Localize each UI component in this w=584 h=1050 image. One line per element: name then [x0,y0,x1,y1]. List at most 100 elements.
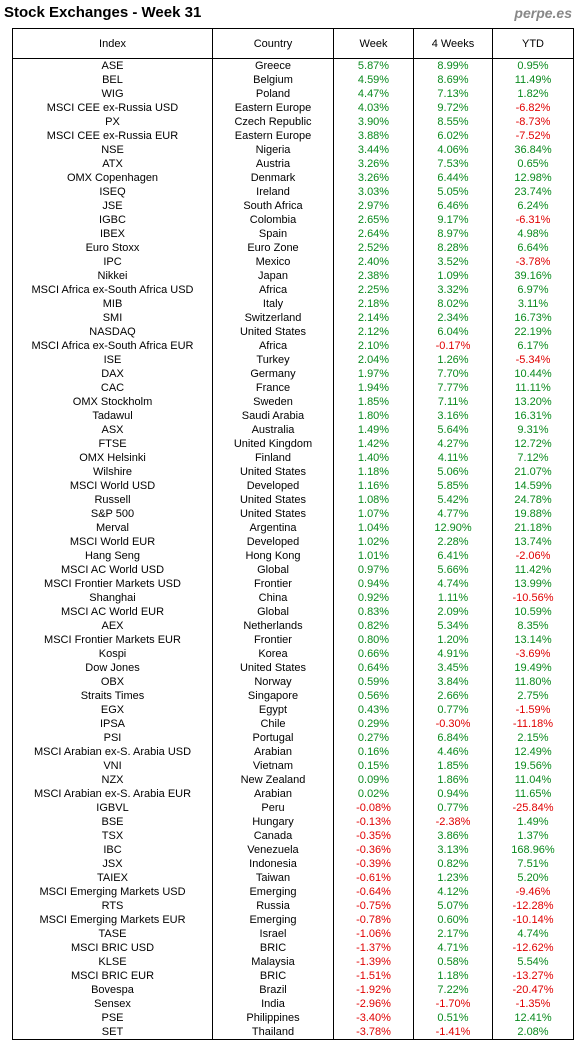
value-cell: 5.05% [413,185,493,199]
table-row: MSCI Emerging Markets USD Emerging -0.64% 4… [12,885,574,899]
text-cell: Global [212,605,334,619]
value-cell: 4.74% [413,577,493,591]
table-row: MSCI World EUR Developed 1.02% 2.28% 13.74% [12,535,574,549]
table-row: JSE South Africa 2.97% 6.46% 6.24% [12,199,574,213]
value-cell: 5.64% [413,423,493,437]
value-cell: 8.55% [413,115,493,129]
text-cell: Philippines [212,1011,334,1025]
table-row: MSCI Africa ex-South Africa EUR Africa 2.1… [12,339,574,353]
text-cell: New Zealand [212,773,334,787]
text-cell: MSCI CEE ex-Russia USD [12,101,213,115]
text-cell: Sensex [12,997,213,1011]
value-cell: 1.09% [413,269,493,283]
value-cell: 3.88% [333,129,414,143]
text-cell: Saudi Arabia [212,409,334,423]
value-cell: 6.97% [492,283,574,297]
value-cell: -1.35% [492,997,574,1011]
table-row: Nikkei Japan 2.38% 1.09% 39.16% [12,269,574,283]
table-row: ISE Turkey 2.04% 1.26% -5.34% [12,353,574,367]
text-cell: BRIC [212,969,334,983]
table-row: IGBVL Peru -0.08% 0.77% -25.84% [12,801,574,815]
value-cell: -1.39% [333,955,414,969]
text-cell: Straits Times [12,689,213,703]
value-cell: -1.92% [333,983,414,997]
value-cell: 12.41% [492,1011,574,1025]
text-cell: OMX Copenhagen [12,171,213,185]
value-cell: 8.28% [413,241,493,255]
value-cell: 1.42% [333,437,414,451]
table-row: WIG Poland 4.47% 7.13% 1.82% [12,87,574,101]
table-row: CAC France 1.94% 7.77% 11.11% [12,381,574,395]
table-row: MSCI AC World USD Global 0.97% 5.66% 11.42% [12,563,574,577]
text-cell: SET [12,1025,213,1040]
text-cell: Korea [212,647,334,661]
text-cell: WIG [12,87,213,101]
value-cell: 2.17% [413,927,493,941]
value-cell: 2.40% [333,255,414,269]
column-header: Index [12,28,213,59]
value-cell: 3.26% [333,157,414,171]
text-cell: United States [212,325,334,339]
value-cell: 168.96% [492,843,574,857]
value-cell: 39.16% [492,269,574,283]
value-cell: 3.86% [413,829,493,843]
value-cell: 1.49% [492,815,574,829]
value-cell: 6.44% [413,171,493,185]
text-cell: MSCI World USD [12,479,213,493]
value-cell: 23.74% [492,185,574,199]
value-cell: 4.06% [413,143,493,157]
value-cell: 1.02% [333,535,414,549]
text-cell: Emerging [212,913,334,927]
table-row: Sensex India -2.96% -1.70% -1.35% [12,997,574,1011]
text-cell: Ireland [212,185,334,199]
value-cell: 13.74% [492,535,574,549]
text-cell: EGX [12,703,213,717]
value-cell: 19.49% [492,661,574,675]
text-cell: Emerging [212,885,334,899]
value-cell: 11.65% [492,787,574,801]
value-cell: 8.69% [413,73,493,87]
table-row: PSI Portugal 0.27% 6.84% 2.15% [12,731,574,745]
table-row: SMI Switzerland 2.14% 2.34% 16.73% [12,311,574,325]
text-cell: TAIEX [12,871,213,885]
value-cell: 2.08% [492,1025,574,1040]
text-cell: Euro Zone [212,241,334,255]
text-cell: PSE [12,1011,213,1025]
value-cell: 10.59% [492,605,574,619]
value-cell: 4.77% [413,507,493,521]
table-row: TASE Israel -1.06% 2.17% 4.74% [12,927,574,941]
value-cell: -0.75% [333,899,414,913]
value-cell: 0.15% [333,759,414,773]
value-cell: 13.20% [492,395,574,409]
value-cell: 9.72% [413,101,493,115]
table-row: MSCI Emerging Markets EUR Emerging -0.78% 0… [12,913,574,927]
value-cell: 3.11% [492,297,574,311]
text-cell: MSCI BRIC USD [12,941,213,955]
value-cell: -3.40% [333,1011,414,1025]
value-cell: 4.59% [333,73,414,87]
value-cell: 6.64% [492,241,574,255]
value-cell: 4.98% [492,227,574,241]
table-row: ISEQ Ireland 3.03% 5.05% 23.74% [12,185,574,199]
value-cell: 1.18% [413,969,493,983]
value-cell: -6.82% [492,101,574,115]
value-cell: 5.85% [413,479,493,493]
value-cell: 1.23% [413,871,493,885]
value-cell: -13.27% [492,969,574,983]
text-cell: MSCI Arabian ex-S. Arabia EUR [12,787,213,801]
value-cell: -0.78% [333,913,414,927]
table-row: VNI Vietnam 0.15% 1.85% 19.56% [12,759,574,773]
table-row: Dow Jones United States 0.64% 3.45% 19.49% [12,661,574,675]
text-cell: Poland [212,87,334,101]
table-row: Euro Stoxx Euro Zone 2.52% 8.28% 6.64% [12,241,574,255]
text-cell: NASDAQ [12,325,213,339]
text-cell: Spain [212,227,334,241]
text-cell: RTS [12,899,213,913]
value-cell: 2.64% [333,227,414,241]
exchange-table: Index Country Week 4 Weeks YTD ASE Greece 5.87… [12,28,574,1040]
value-cell: -1.41% [413,1025,493,1040]
text-cell: Kospi [12,647,213,661]
text-cell: Venezuela [212,843,334,857]
value-cell: 4.03% [333,101,414,115]
